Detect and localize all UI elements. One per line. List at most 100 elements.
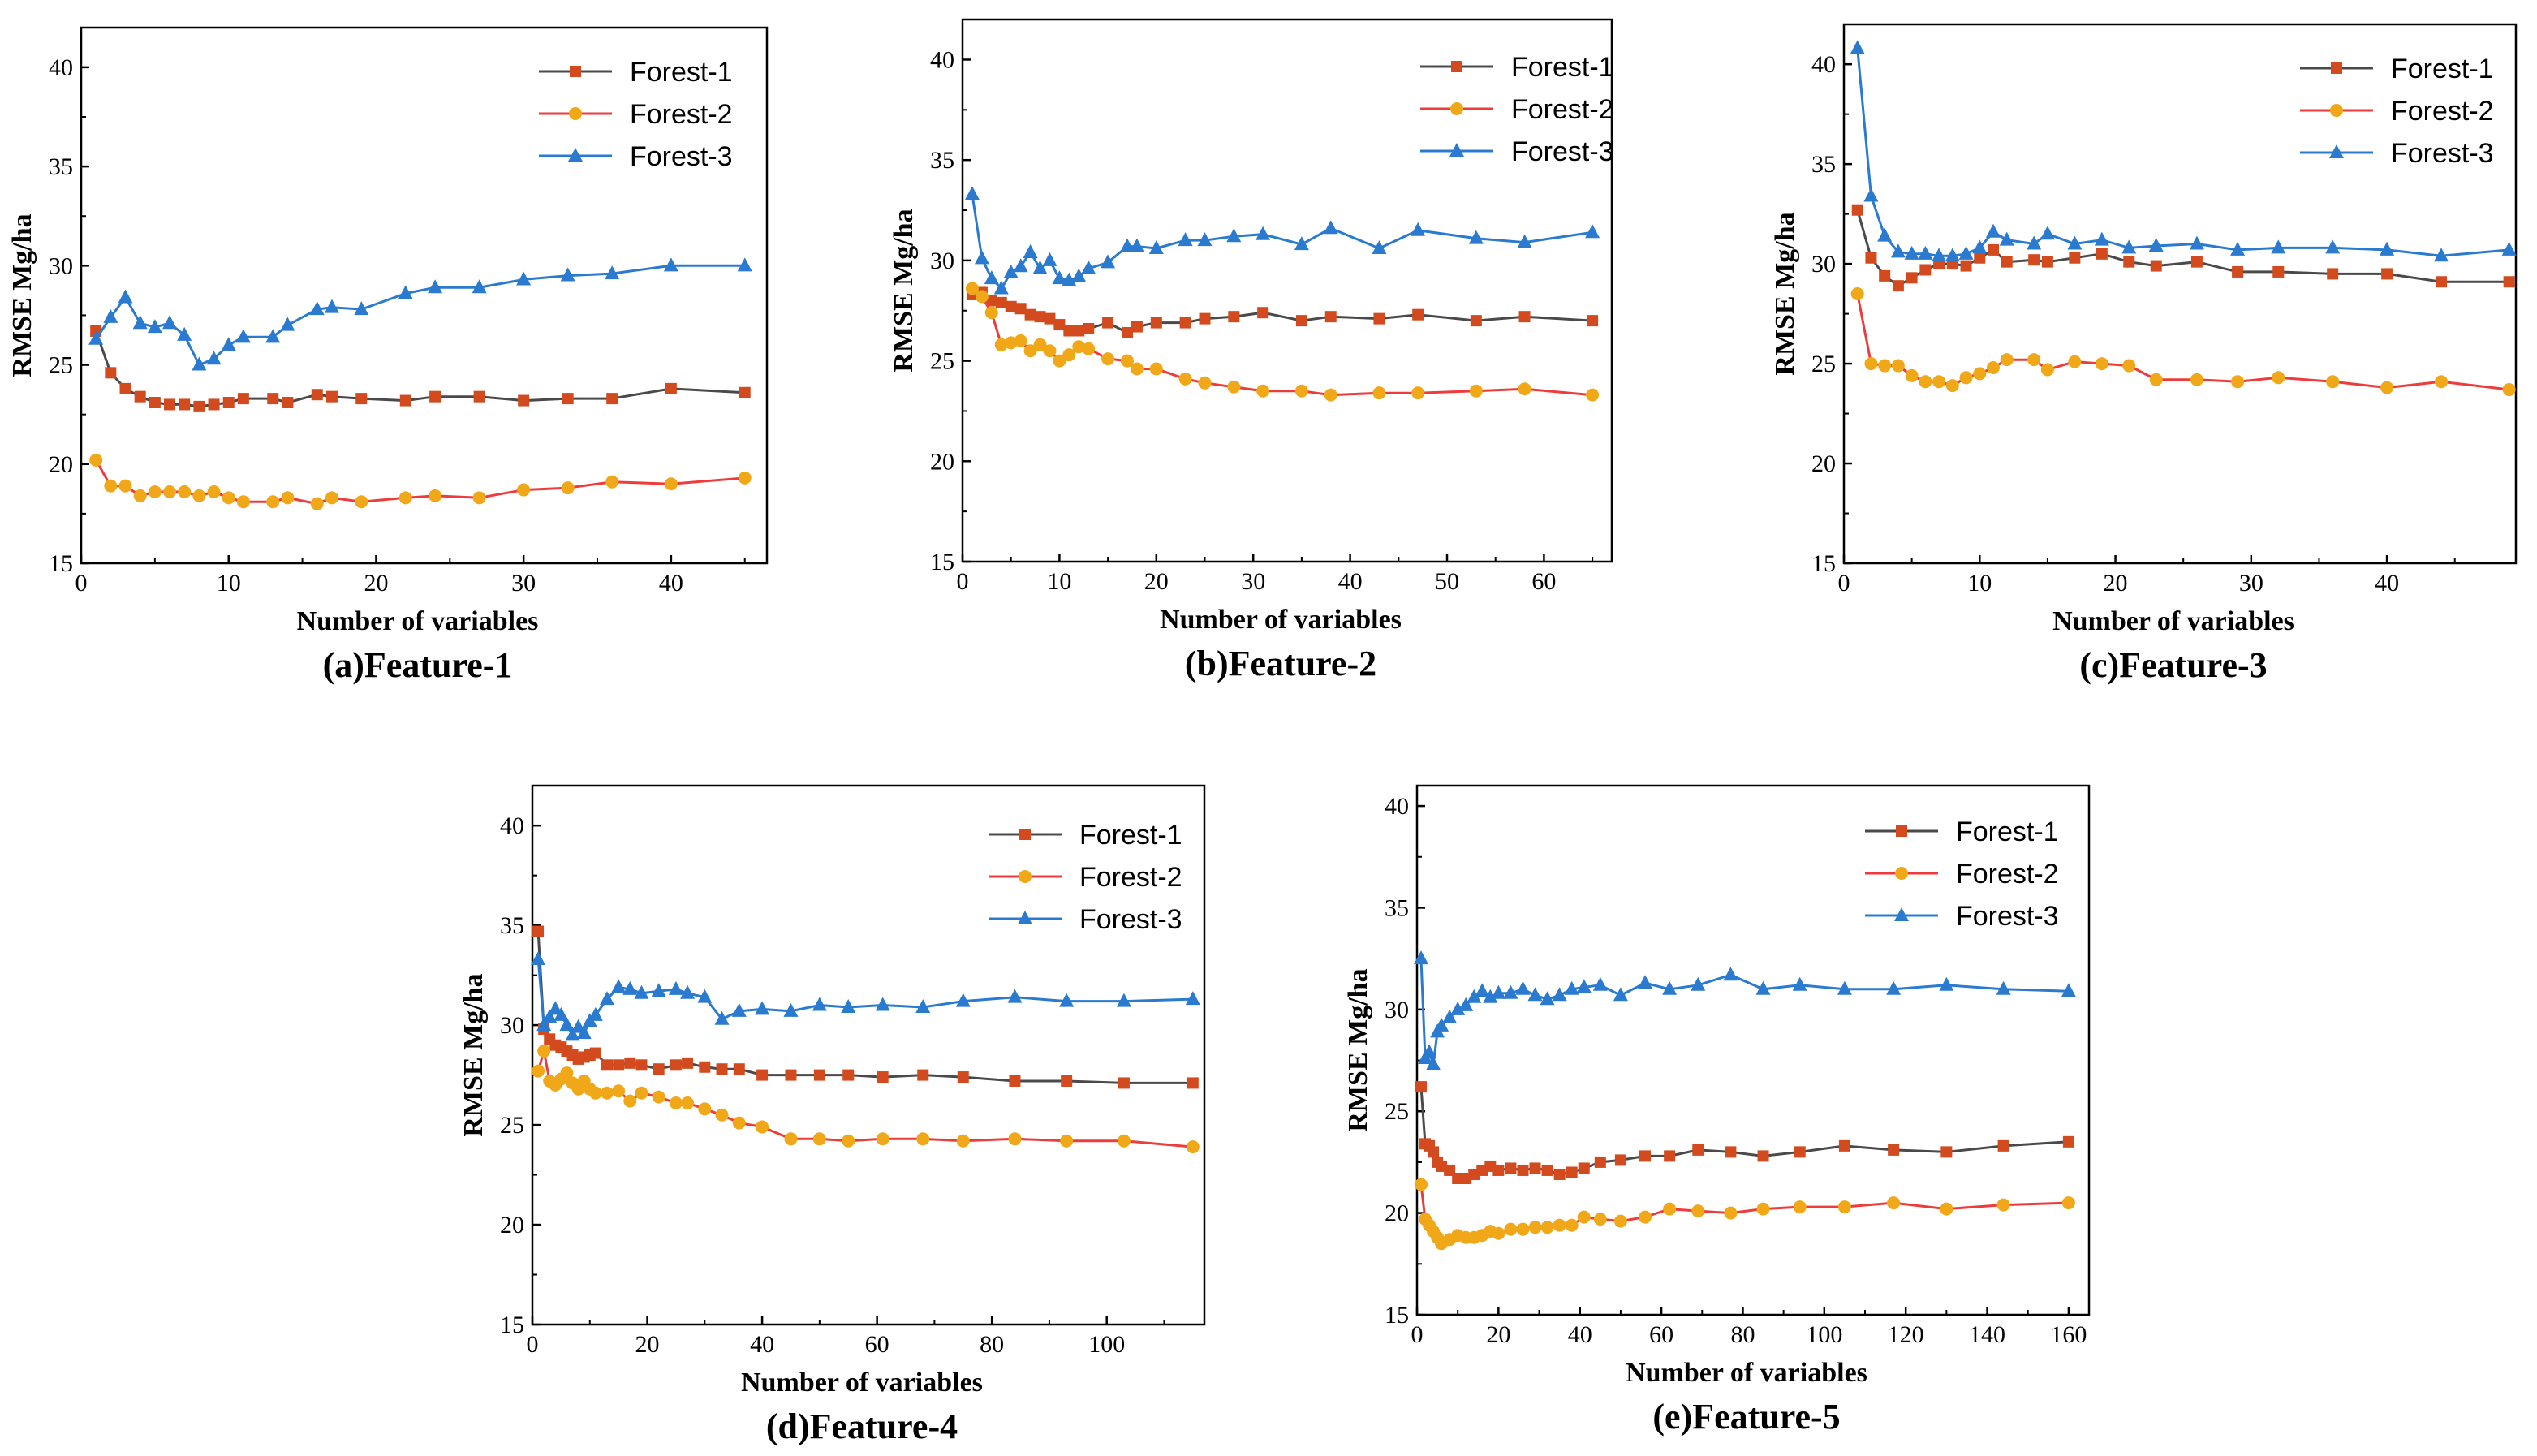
y-tick-label: 40 bbox=[500, 812, 524, 839]
data-point bbox=[588, 1006, 603, 1021]
legend-marker bbox=[570, 66, 581, 77]
data-point bbox=[714, 1010, 730, 1025]
data-point bbox=[2028, 254, 2040, 266]
y-axis-title: RMSE Mg/ha bbox=[889, 209, 919, 372]
data-point bbox=[2061, 983, 2076, 997]
data-point bbox=[2001, 256, 2013, 268]
data-point bbox=[699, 1061, 711, 1073]
data-point bbox=[1372, 240, 1387, 255]
panel-caption: (b)Feature-2 bbox=[1185, 644, 1376, 683]
data-point bbox=[1226, 228, 1242, 243]
data-point bbox=[1492, 1226, 1505, 1240]
data-point bbox=[588, 1086, 602, 1100]
plot-frame bbox=[961, 18, 1613, 563]
data-point bbox=[634, 984, 649, 999]
data-point bbox=[1469, 384, 1483, 398]
data-point bbox=[89, 453, 103, 467]
data-point bbox=[1988, 243, 1999, 256]
data-point bbox=[2380, 241, 2395, 256]
data-point bbox=[1117, 1134, 1131, 1148]
legend-label: Forest-3 bbox=[630, 141, 733, 172]
data-point bbox=[177, 326, 192, 341]
data-point bbox=[1178, 232, 1193, 247]
legend-marker bbox=[2329, 144, 2344, 158]
series-line bbox=[1419, 1184, 2069, 1246]
data-point bbox=[192, 489, 206, 502]
y-tick-label: 30 bbox=[1385, 997, 1409, 1023]
data-point bbox=[133, 489, 147, 502]
data-point bbox=[2381, 268, 2393, 280]
data-point bbox=[1578, 1162, 1590, 1174]
data-point bbox=[1119, 238, 1135, 252]
data-point bbox=[1023, 344, 1037, 358]
data-point bbox=[957, 1071, 969, 1083]
series-forest-1 bbox=[90, 325, 751, 412]
data-point bbox=[1426, 1056, 1441, 1070]
data-point bbox=[1061, 1075, 1073, 1087]
data-point bbox=[1442, 1009, 1458, 1023]
data-point bbox=[842, 1069, 855, 1081]
data-point bbox=[733, 1063, 745, 1075]
y-tick-label: 35 bbox=[500, 912, 524, 939]
x-tick-label: 0 bbox=[75, 570, 88, 597]
data-point bbox=[553, 1006, 569, 1021]
x-tick-label: 30 bbox=[1241, 568, 1265, 595]
data-point bbox=[624, 1057, 636, 1069]
data-point bbox=[398, 491, 412, 505]
data-point bbox=[532, 925, 545, 937]
data-point bbox=[1228, 311, 1240, 323]
data-point bbox=[1997, 1139, 2009, 1152]
data-point bbox=[2121, 239, 2137, 254]
legend-label: Forest-3 bbox=[1511, 136, 1614, 167]
x-tick-label: 20 bbox=[2104, 570, 2128, 597]
data-point bbox=[103, 308, 118, 323]
data-point bbox=[1540, 1221, 1554, 1234]
data-point bbox=[1974, 252, 1986, 264]
data-point bbox=[118, 289, 133, 304]
data-point bbox=[472, 491, 486, 505]
x-tick-label: 20 bbox=[635, 1331, 660, 1358]
data-point bbox=[178, 485, 192, 498]
data-point bbox=[1504, 1222, 1518, 1236]
y-tick-label: 15 bbox=[500, 1312, 524, 1338]
data-point bbox=[221, 337, 236, 351]
data-point bbox=[565, 1027, 580, 1041]
data-point bbox=[985, 295, 997, 307]
data-point bbox=[1198, 376, 1212, 390]
legend-label: Forest-2 bbox=[1956, 859, 2059, 890]
data-point bbox=[1960, 260, 1972, 272]
data-point bbox=[560, 267, 575, 282]
data-point bbox=[916, 1132, 930, 1146]
data-point bbox=[1503, 984, 1518, 999]
data-point bbox=[2096, 248, 2108, 260]
legend: Forest-1 Forest-2 Forest-3 bbox=[539, 57, 733, 172]
y-tick-label: 20 bbox=[500, 1212, 524, 1238]
y-tick-label: 35 bbox=[930, 147, 954, 174]
data-point bbox=[1919, 375, 1932, 389]
data-point bbox=[601, 1086, 614, 1100]
y-tick-label: 15 bbox=[930, 549, 954, 575]
data-point bbox=[812, 1132, 826, 1146]
plot-frame bbox=[531, 784, 1206, 1326]
series-forest-3 bbox=[531, 950, 1200, 1041]
data-point bbox=[428, 279, 443, 294]
y-tick-label: 25 bbox=[500, 1112, 524, 1139]
data-point bbox=[1794, 1146, 1806, 1158]
data-point bbox=[1060, 1134, 1074, 1148]
data-point bbox=[2327, 268, 2339, 280]
legend-marker bbox=[2330, 104, 2343, 117]
data-point bbox=[1295, 315, 1307, 327]
data-point bbox=[1150, 317, 1162, 329]
y-tick-label: 15 bbox=[1385, 1302, 1409, 1329]
data-point bbox=[1324, 311, 1337, 323]
data-point bbox=[1725, 1146, 1737, 1158]
data-point bbox=[1517, 234, 1532, 248]
data-point bbox=[877, 1071, 889, 1083]
data-point bbox=[917, 1069, 929, 1081]
data-point bbox=[601, 1059, 613, 1071]
legend-label: Forest-2 bbox=[1079, 862, 1182, 893]
data-point bbox=[1043, 344, 1057, 358]
data-point bbox=[1013, 258, 1028, 273]
data-point bbox=[1450, 1001, 1466, 1015]
data-point bbox=[1256, 384, 1270, 398]
